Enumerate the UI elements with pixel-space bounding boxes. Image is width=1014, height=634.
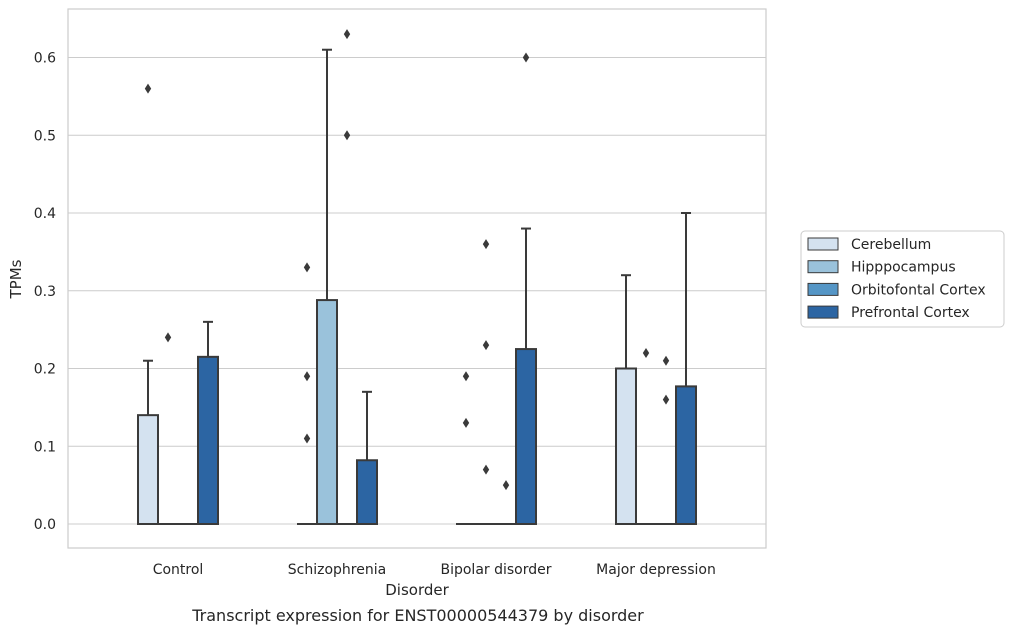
outlier-point <box>482 340 490 351</box>
outlier-point <box>462 417 470 428</box>
outlier-point <box>502 480 510 491</box>
plot-marks <box>137 29 697 525</box>
outlier-point <box>303 262 311 273</box>
y-tick-label: 0.5 <box>34 128 56 144</box>
outlier-point <box>662 355 670 366</box>
box-body <box>675 385 697 525</box>
outlier-point <box>662 394 670 405</box>
outlier-point <box>164 332 172 343</box>
box-2-2 <box>496 480 516 525</box>
legend-swatch <box>807 305 839 319</box>
box-0-1 <box>158 332 178 525</box>
outlier-point <box>522 52 530 63</box>
box-2-3 <box>515 52 537 525</box>
legend-frame <box>800 230 1005 328</box>
legend: Cerebellum Hipppocampus Orbitofontal Corte… <box>800 230 1005 328</box>
x-tick-label: Control <box>153 562 204 578</box>
figure-caption: Transcript expression for ENST0000054437… <box>192 606 644 625</box>
outlier-point <box>303 433 311 444</box>
box-0-3 <box>197 320 219 525</box>
x-axis: Control Schizophrenia Bipolar disorder Majo… <box>153 562 716 578</box>
x-tick-label: Bipolar disorder <box>440 562 551 578</box>
box-body <box>197 355 219 525</box>
plot-frame <box>67 8 767 549</box>
box-2-1 <box>476 239 496 525</box>
legend-swatch <box>807 237 839 251</box>
box-3-2 <box>656 355 676 525</box>
box-3-1 <box>636 347 656 525</box>
box-body <box>356 459 378 525</box>
y-tick-label: 0.1 <box>34 439 56 455</box>
box-2-0 <box>456 371 476 525</box>
legend-label: Hipppocampus <box>851 260 956 276</box>
legend-swatch <box>807 282 839 296</box>
box-body <box>137 414 159 525</box>
y-tick-label: 0.6 <box>34 51 56 67</box>
outlier-point <box>303 371 311 382</box>
x-axis-title: Disorder <box>385 581 449 599</box>
legend-swatch <box>807 260 839 274</box>
box-1-1 <box>316 48 338 525</box>
legend-label: Prefrontal Cortex <box>851 305 970 321</box>
box-body <box>515 348 537 525</box>
box-body <box>316 299 338 525</box>
box-0-0 <box>137 83 159 525</box>
box-1-0 <box>297 262 317 525</box>
grid-lines <box>68 56 766 525</box>
y-tick-label: 0.4 <box>34 206 56 222</box>
y-axis-title: TPMs <box>7 259 25 299</box>
legend-label: Cerebellum <box>851 237 931 253</box>
x-tick-label: Major depression <box>596 562 716 578</box>
box-3-0 <box>615 274 637 525</box>
outlier-point <box>482 464 490 475</box>
outlier-point <box>144 83 152 94</box>
outlier-point <box>482 239 490 250</box>
outlier-point <box>343 130 351 141</box>
box-1-3 <box>356 390 378 525</box>
y-axis: 0.0 0.1 0.2 0.3 0.4 0.5 0.6 <box>34 51 56 534</box>
outlier-point <box>343 29 351 40</box>
box-3-3 <box>675 212 697 525</box>
x-tick-label: Schizophrenia <box>288 562 386 578</box>
box-body <box>615 367 637 525</box>
box-1-2 <box>337 29 357 525</box>
outlier-point <box>462 371 470 382</box>
legend-label: Orbitofontal Cortex <box>851 282 986 298</box>
outlier-point <box>642 347 650 358</box>
y-tick-label: 0.3 <box>34 284 56 300</box>
y-tick-label: 0.2 <box>34 362 56 378</box>
y-tick-label: 0.0 <box>34 517 56 533</box>
